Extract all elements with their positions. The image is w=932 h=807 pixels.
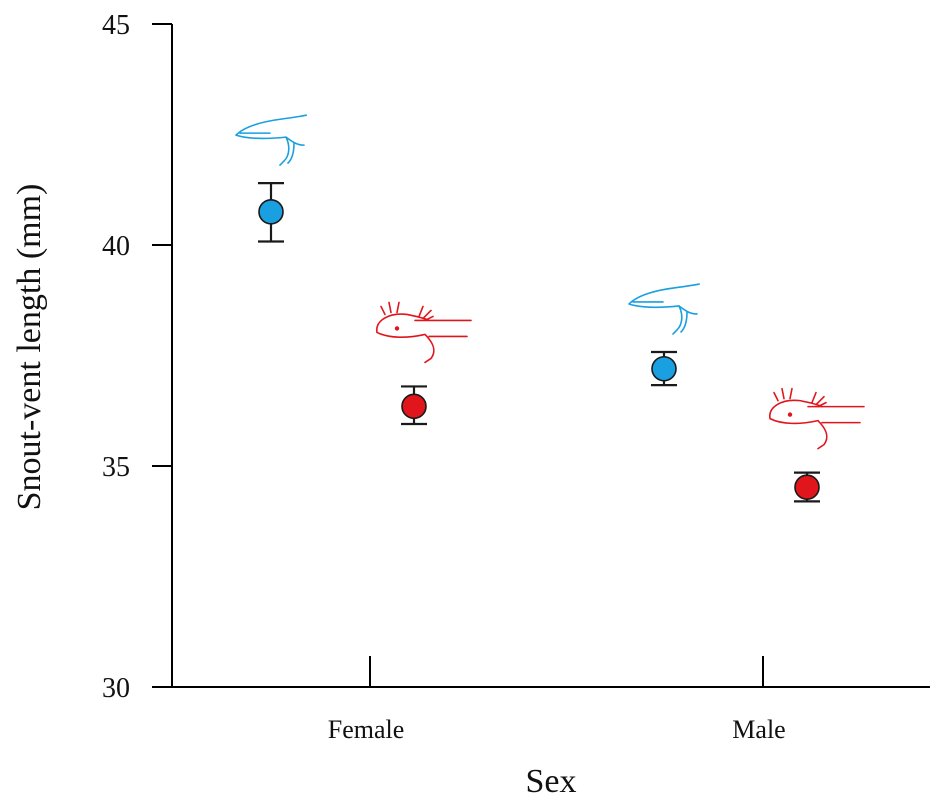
data-points (235, 114, 865, 503)
point-group (376, 301, 472, 426)
axolotl-icon (769, 387, 865, 450)
salamander-icon (628, 283, 700, 335)
data-point (258, 199, 284, 225)
data-point (401, 393, 427, 420)
point-group (235, 114, 307, 243)
point-group (769, 387, 865, 503)
y-ticks: 30 35 40 45 (102, 10, 172, 704)
axolotl-eye (394, 326, 400, 331)
salamander-icon (235, 114, 307, 166)
x-tick-label: Female (328, 715, 405, 744)
y-tick-label: 45 (102, 10, 130, 41)
axolotl-eye (787, 412, 793, 417)
y-axis-title: Snout-vent length (mm) (11, 184, 48, 511)
y-tick-label: 30 (102, 673, 130, 704)
y-tick-label: 35 (102, 452, 130, 483)
x-tick-label: Male (732, 715, 785, 744)
axolotl-icon (376, 301, 472, 364)
x-ticks: Female Male (328, 656, 786, 744)
point-group (628, 283, 700, 387)
data-point (794, 474, 820, 501)
x-axis-title: Sex (526, 763, 577, 800)
data-point (651, 355, 677, 382)
y-tick-label: 40 (102, 231, 130, 262)
